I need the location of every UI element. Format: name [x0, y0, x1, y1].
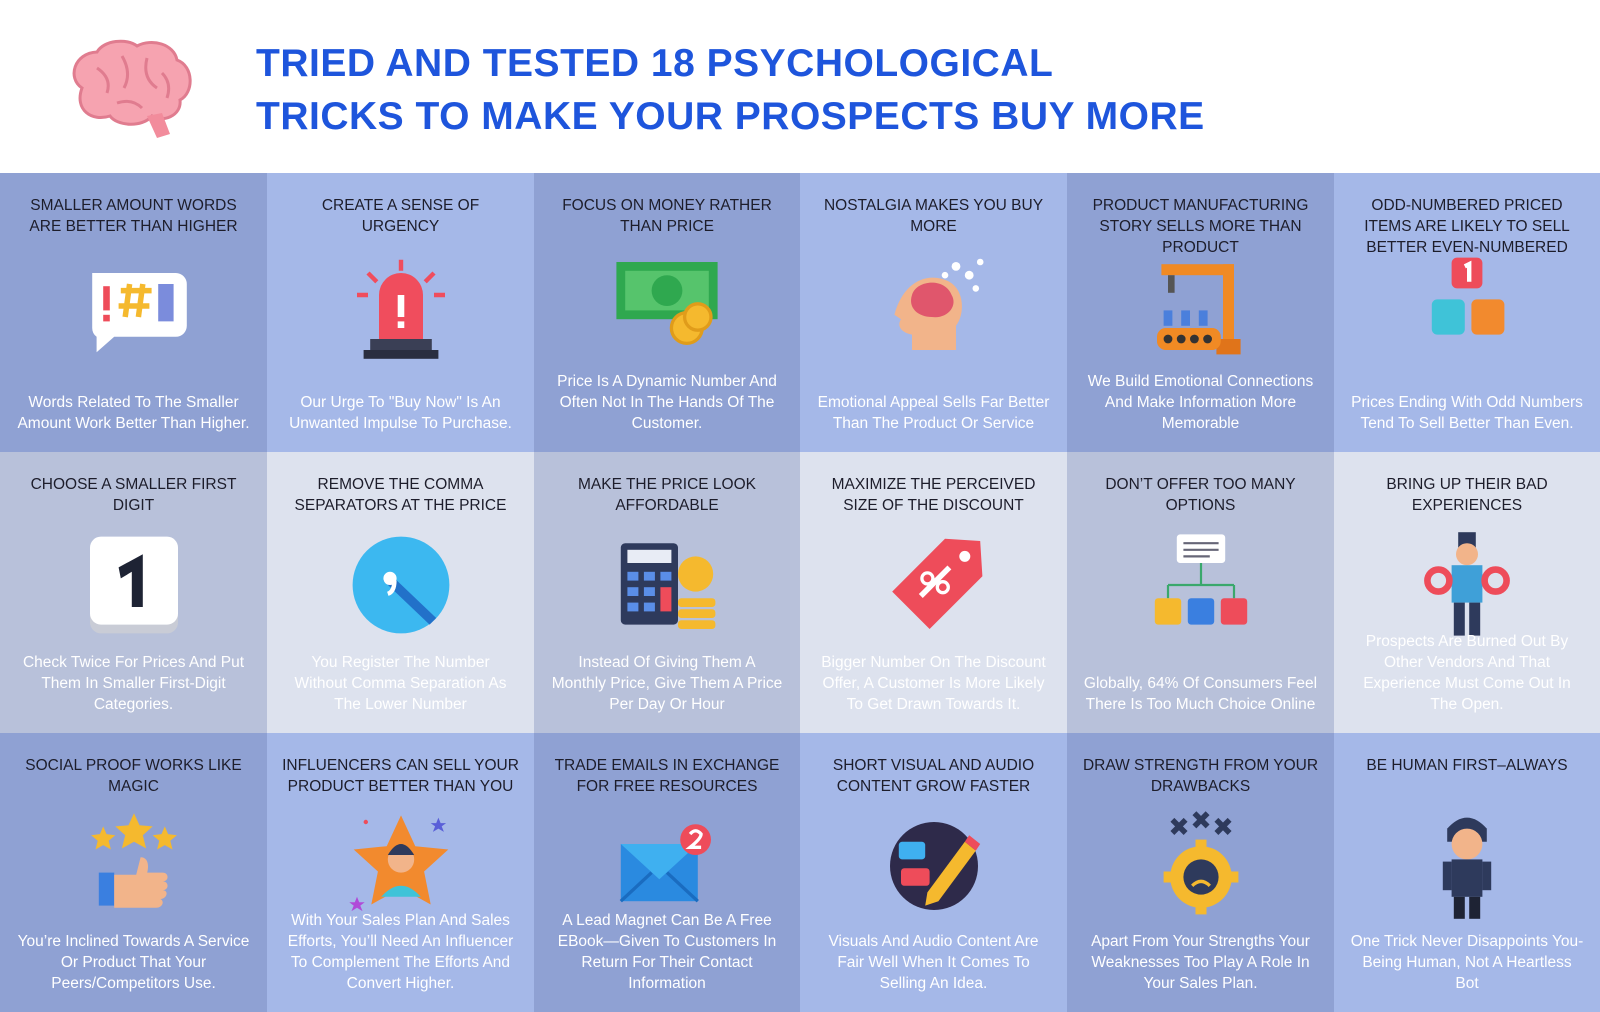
- card-title: BE HUMAN FIRST–ALWAYS: [1366, 757, 1568, 774]
- trick-card: DON’T OFFER TOO MANY OPTIONS Globally, 64…: [1067, 452, 1334, 733]
- trick-card: CREATE A SENSE OF URGENCY Our Urge To "Bu…: [267, 173, 534, 452]
- card-icon: [893, 258, 983, 350]
- trick-card: BRING UP THEIR BAD EXPERIENCES Prospects …: [1334, 452, 1600, 733]
- card-grid: SMALLER AMOUNT WORDS ARE BETTER THAN HIG…: [0, 173, 1600, 1012]
- card-icon: [356, 259, 445, 359]
- card-title: MAKE THE PRICE LOOK AFFORDABLE: [577, 476, 756, 514]
- header: TRIED AND TESTED 18 PSYCHOLOGICAL TRICKS…: [0, 0, 1600, 173]
- card-icon: [889, 822, 980, 910]
- card-text: Price Is A Dynamic Number And Often Not …: [557, 373, 777, 432]
- card-text: Prices Ending With Odd Numbers Tend To S…: [1351, 394, 1583, 432]
- card-text: Emotional Appeal Sells Far Better Than T…: [817, 394, 1050, 432]
- card-text: You Register The Number Without Comma Se…: [294, 654, 507, 713]
- card-title: DRAW STRENGTH FROM YOUR DRAWBACKS: [1082, 757, 1319, 795]
- trick-card: TRADE EMAILS IN EXCHANGE FOR FREE RESOUR…: [534, 733, 800, 1012]
- card-icon: [90, 813, 177, 908]
- card-text: Words Related To The Smaller Amount Work…: [17, 394, 250, 432]
- trick-card: REMOVE THE COMMA SEPARATORS AT THE PRICE…: [267, 452, 534, 733]
- trick-card: MAXIMIZE THE PERCEIVED SIZE OF THE DISCO…: [800, 452, 1067, 733]
- card-title: FOCUS ON MONEY RATHER THAN PRICE: [562, 197, 772, 235]
- card-icon: [1156, 264, 1241, 355]
- card-text: One Trick Never Disappoints You- Being H…: [1350, 933, 1584, 992]
- trick-card: INFLUENCERS CAN SELL YOUR PRODUCT BETTER…: [267, 733, 534, 1012]
- brain-icon: [72, 39, 192, 138]
- card-text: Instead Of Giving Them A Monthly Price, …: [551, 654, 783, 713]
- card-text: We Build Emotional Connections And Make …: [1087, 373, 1314, 432]
- trick-card: SHORT VISUAL AND AUDIO CONTENT GROW FAST…: [800, 733, 1067, 1012]
- card-text: Check Twice For Prices And Put Them In S…: [22, 654, 245, 713]
- title-line: TRICKS TO MAKE YOUR PROSPECTS BUY MORE: [256, 95, 1205, 138]
- trick-card: SMALLER AMOUNT WORDS ARE BETTER THAN HIG…: [0, 173, 267, 452]
- card-text: A Lead Magnet Can Be A Free EBook—Given …: [557, 912, 777, 992]
- trick-card: ODD-NUMBERED PRICED ITEMS ARE LIKELY TO …: [1334, 173, 1600, 452]
- card-title: TRADE EMAILS IN EXCHANGE FOR FREE RESOUR…: [554, 757, 780, 795]
- card-text: With Your Sales Plan And Sales Efforts, …: [287, 912, 514, 992]
- card-title: INFLUENCERS CAN SELL YOUR PRODUCT BETTER…: [282, 757, 519, 795]
- trick-card: SOCIAL PROOF WORKS LIKE MAGIC You’re Incl…: [0, 733, 267, 1012]
- card-icon: [891, 538, 982, 629]
- card-title: PRODUCT MANUFACTURING STORY SELLS MORE T…: [1092, 197, 1309, 256]
- card-text: Our Urge To "Buy Now" Is An Unwanted Imp…: [289, 394, 512, 432]
- card-title: NOSTALGIA MAKES YOU BUY MORE: [823, 197, 1044, 235]
- card-text: Globally, 64% Of Consumers Feel There Is…: [1083, 675, 1318, 713]
- card-text: Bigger Number On The Discount Offer, A C…: [821, 654, 1046, 713]
- card-icon: [89, 536, 178, 634]
- card-text: You’re Inclined Towards A Service Or Pro…: [17, 933, 250, 992]
- trick-card: FOCUS ON MONEY RATHER THAN PRICE Price Is…: [534, 173, 800, 452]
- card-text: Visuals And Audio Content Are Fair Well …: [828, 933, 1039, 992]
- card-icon: [1163, 811, 1238, 915]
- card-title: SOCIAL PROOF WORKS LIKE MAGIC: [25, 757, 242, 795]
- card-icon: [616, 262, 718, 346]
- card-icon: [1424, 532, 1510, 636]
- card-icon: [620, 543, 716, 629]
- card-icon: [1431, 257, 1505, 335]
- card-title: BRING UP THEIR BAD EXPERIENCES: [1386, 476, 1548, 514]
- card-title: MAXIMIZE THE PERCEIVED SIZE OF THE DISCO…: [831, 476, 1036, 514]
- card-title: SMALLER AMOUNT WORDS ARE BETTER THAN HIG…: [29, 197, 238, 235]
- trick-card: NOSTALGIA MAKES YOU BUY MORE Emotional Ap…: [800, 173, 1067, 452]
- card-icon: [348, 815, 448, 912]
- card-title: SHORT VISUAL AND AUDIO CONTENT GROW FAST…: [832, 757, 1035, 795]
- card-icon: [91, 273, 187, 353]
- card-title: REMOVE THE COMMA SEPARATORS AT THE PRICE: [294, 476, 507, 514]
- card-title: CHOOSE A SMALLER FIRST DIGIT: [30, 476, 237, 514]
- card-icon: [352, 536, 449, 634]
- trick-card: PRODUCT MANUFACTURING STORY SELLS MORE T…: [1067, 173, 1334, 452]
- card-icon: [1442, 817, 1492, 919]
- title-line: TRIED AND TESTED 18 PSYCHOLOGICAL: [256, 42, 1054, 85]
- trick-card: DRAW STRENGTH FROM YOUR DRAWBACKS Apart F…: [1067, 733, 1334, 1012]
- trick-card: MAKE THE PRICE LOOK AFFORDABLE Instead Of…: [534, 452, 800, 733]
- trick-card: BE HUMAN FIRST–ALWAYS One Trick Never Dis…: [1334, 733, 1600, 1012]
- trick-card: CHOOSE A SMALLER FIRST DIGIT Check Twice …: [0, 452, 267, 733]
- card-title: CREATE A SENSE OF URGENCY: [321, 197, 480, 235]
- card-icon: [619, 824, 711, 903]
- card-icon: [1154, 534, 1247, 625]
- card-title: ODD-NUMBERED PRICED ITEMS ARE LIKELY TO …: [1364, 197, 1570, 256]
- card-text: Apart From Your Strengths Your Weaknesse…: [1091, 933, 1310, 992]
- card-text: Prospects Are Burned Out By Other Vendor…: [1363, 633, 1571, 713]
- card-title: DON’T OFFER TOO MANY OPTIONS: [1105, 476, 1296, 514]
